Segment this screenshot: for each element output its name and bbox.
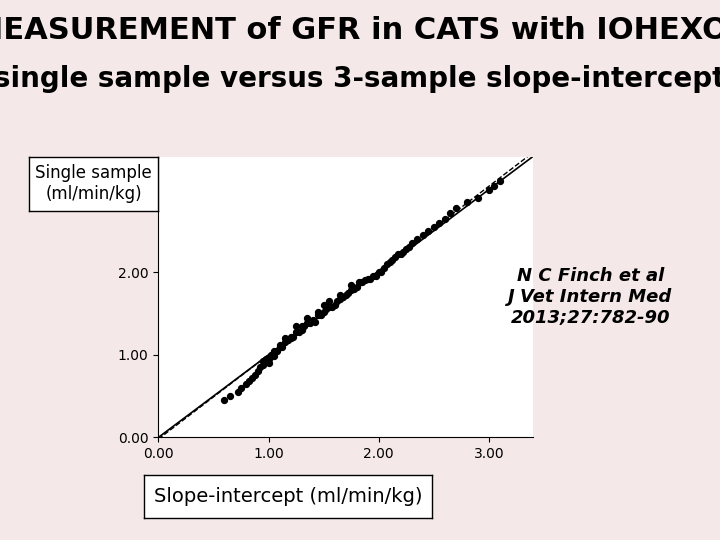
Point: [323, 302, 335, 311]
Point: [342, 288, 354, 297]
Point: [327, 302, 338, 311]
Point: [243, 377, 254, 386]
Point: [296, 326, 307, 334]
Point: [269, 352, 280, 361]
Point: [294, 327, 305, 336]
Text: N C Finch et al
J Vet Intern Med
2013;27:782-90: N C Finch et al J Vet Intern Med 2013;27…: [508, 267, 672, 327]
Point: [373, 268, 384, 276]
Point: [285, 332, 297, 341]
Point: [433, 218, 445, 227]
Point: [406, 239, 418, 248]
Point: [235, 383, 247, 392]
Point: [269, 346, 280, 355]
Point: [329, 301, 341, 309]
Point: [298, 322, 310, 330]
Point: [382, 260, 393, 268]
Point: [334, 294, 346, 303]
Point: [250, 371, 261, 380]
Point: [287, 332, 299, 341]
Point: [257, 360, 269, 369]
Point: [276, 342, 287, 351]
Point: [290, 322, 302, 330]
Point: [450, 204, 462, 212]
Point: [494, 177, 505, 186]
Point: [246, 374, 258, 382]
Text: MEASUREMENT of GFR in CATS with IOHEXOL: MEASUREMENT of GFR in CATS with IOHEXOL: [0, 16, 720, 45]
Point: [285, 334, 297, 342]
Point: [340, 291, 351, 300]
Point: [395, 249, 406, 258]
Point: [371, 272, 382, 281]
Point: [417, 231, 428, 239]
Point: [428, 222, 439, 231]
Point: [254, 363, 266, 372]
Point: [309, 318, 320, 326]
Point: [271, 346, 283, 355]
Point: [367, 272, 379, 281]
Point: [282, 336, 294, 345]
Point: [411, 235, 423, 244]
Point: [338, 293, 349, 301]
Point: [392, 249, 404, 258]
Point: [265, 350, 276, 359]
Point: [353, 278, 364, 286]
Point: [301, 313, 312, 322]
Point: [356, 278, 368, 286]
Point: [301, 319, 312, 328]
Point: [307, 316, 318, 325]
Point: [384, 258, 395, 267]
Point: [351, 283, 362, 292]
Point: [318, 301, 329, 309]
Point: [488, 181, 500, 190]
Point: [312, 311, 324, 320]
Point: [290, 327, 302, 336]
Point: [240, 380, 252, 388]
Point: [360, 276, 372, 285]
Point: [461, 198, 472, 206]
Point: [386, 255, 397, 264]
Point: [318, 308, 329, 316]
Point: [348, 285, 360, 293]
Point: [257, 357, 269, 366]
Point: [346, 280, 357, 289]
Point: [331, 297, 343, 306]
Point: [274, 342, 285, 351]
Point: [232, 388, 243, 396]
Point: [483, 185, 495, 194]
Point: [279, 334, 291, 342]
Text: Single sample
(ml/min/kg): Single sample (ml/min/kg): [35, 164, 152, 203]
Point: [263, 359, 274, 367]
Point: [472, 193, 484, 202]
Point: [296, 322, 307, 330]
Point: [379, 264, 390, 272]
Point: [362, 274, 374, 283]
Point: [252, 367, 264, 376]
Point: [404, 243, 415, 252]
Point: [224, 392, 235, 401]
Point: [334, 291, 346, 300]
Point: [400, 245, 412, 253]
Point: [390, 253, 401, 262]
Point: [263, 355, 274, 363]
Point: [279, 338, 291, 347]
Point: [375, 268, 387, 276]
Point: [397, 247, 409, 256]
Point: [261, 355, 272, 363]
Point: [439, 214, 451, 223]
Point: [274, 341, 285, 349]
Text: single sample versus 3-sample slope-intercept: single sample versus 3-sample slope-inte…: [0, 65, 720, 93]
Point: [305, 319, 316, 328]
Text: Slope-intercept (ml/min/kg): Slope-intercept (ml/min/kg): [154, 487, 422, 507]
Point: [364, 274, 376, 283]
Point: [323, 297, 335, 306]
Point: [423, 227, 434, 235]
Point: [444, 208, 456, 217]
Point: [315, 311, 327, 320]
Point: [312, 308, 324, 316]
Point: [346, 286, 357, 295]
Point: [219, 396, 230, 404]
Point: [320, 305, 331, 314]
